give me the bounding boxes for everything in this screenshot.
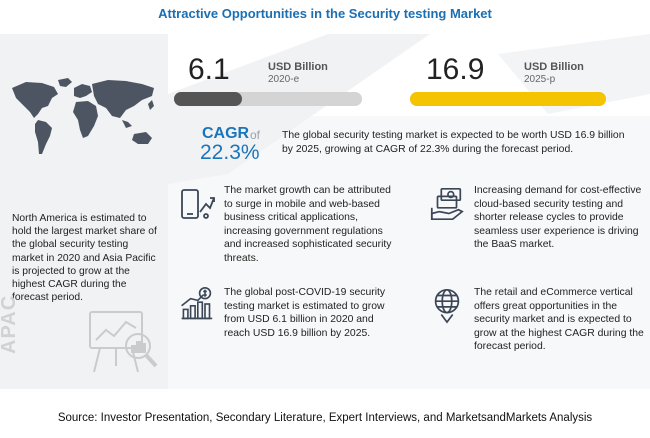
insight-text-4: The retail and eCommerce vertical offers… (474, 287, 644, 353)
world-map-icon (12, 78, 154, 154)
end-value: 16.9 (426, 53, 485, 86)
insight-text-3: Increasing demand for cost-effective clo… (474, 185, 642, 251)
insight-text-1: The market growth can be attributed to s… (224, 185, 392, 264)
start-bar-track (174, 92, 362, 106)
source-note: Source: Investor Presentation, Secondary… (57, 412, 593, 424)
globe-ecommerce-icon (434, 288, 460, 324)
insight-text-2: The global post-COVID-19 security testin… (224, 287, 386, 339)
market-note: The global security testing market is ex… (282, 130, 625, 155)
start-year: 2020-e (268, 74, 300, 85)
chart-magnifier-icon (89, 311, 158, 373)
background-decoration (168, 34, 650, 389)
cagr-of: of (250, 128, 261, 142)
region-label: APAC (0, 294, 20, 354)
end-year: 2025-p (524, 74, 556, 85)
end-bar-fill (410, 92, 606, 106)
left-panel: North America is estimated to hold the l… (0, 34, 168, 389)
start-bar-fill (174, 92, 242, 106)
cagr-value: 22.3% (200, 141, 260, 164)
start-unit: USD Billion (268, 61, 328, 73)
start-value: 6.1 (188, 53, 230, 86)
mobile-growth-icon (181, 189, 215, 219)
end-unit: USD Billion (524, 61, 584, 73)
cagr-label: CAGR (202, 125, 250, 142)
cost-effective-cloud-icon (430, 187, 464, 221)
money-growth-icon (181, 286, 213, 320)
end-bar-track (410, 92, 606, 106)
page-title: Attractive Opportunities in the Security… (158, 6, 492, 21)
right-panel: 6.1 USD Billion 2020-e 16.9 USD Billion … (168, 34, 650, 389)
region-note: North America is estimated to hold the l… (12, 213, 157, 304)
